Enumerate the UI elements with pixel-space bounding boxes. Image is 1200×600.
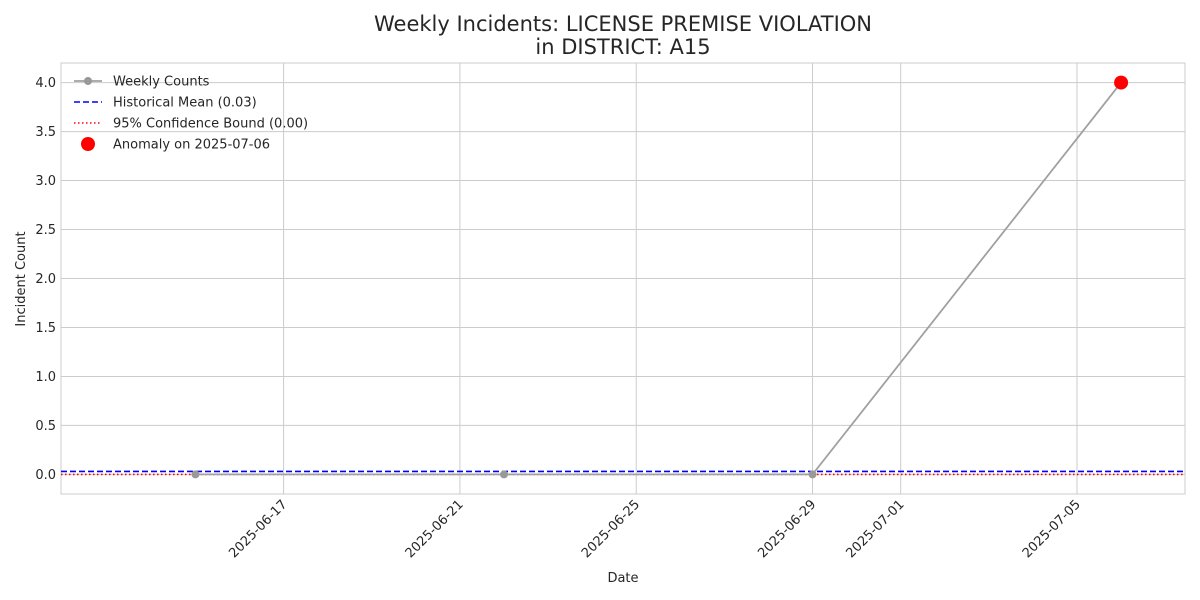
y-tick-label: 2.0 xyxy=(35,272,56,287)
legend-reference-label: Historical Mean (0.03) xyxy=(113,96,257,111)
plot-frame xyxy=(60,62,1186,495)
x-tick-label: 2025-07-01 xyxy=(843,497,907,561)
weekly-counts-point xyxy=(499,470,508,479)
y-axis-label: Incident Count xyxy=(14,231,29,326)
x-tick-label: 2025-07-05 xyxy=(1020,497,1084,561)
y-tick-label: 4.0 xyxy=(35,76,56,91)
x-tick-label: 2025-06-25 xyxy=(579,497,643,561)
y-tick-label: 3.5 xyxy=(35,125,56,140)
weekly-counts-line xyxy=(195,82,1122,476)
weekly-counts-point xyxy=(191,470,200,479)
x-tick-label: 2025-06-17 xyxy=(226,497,290,561)
legend-anomaly-marker xyxy=(81,137,95,151)
legend-weekly-counts-marker xyxy=(84,77,92,85)
y-tick-label: 0.0 xyxy=(35,468,56,483)
x-axis-ticks: 2025-06-17 2025-06-21 2025-06-25 2025-06-29… xyxy=(226,497,1083,561)
x-axis-label: Date xyxy=(607,571,638,586)
legend-anomaly-label: Anomaly on 2025-07-06 xyxy=(113,138,270,153)
weekly-counts-point xyxy=(808,470,817,479)
y-tick-label: 1.5 xyxy=(35,321,56,336)
y-tick-label: 1.0 xyxy=(35,370,56,385)
anomaly-marker xyxy=(1114,75,1129,90)
legend-reference-label: 95% Confidence Bound (0.00) xyxy=(113,117,308,132)
legend-weekly-counts-label: Weekly Counts xyxy=(113,75,210,90)
grid xyxy=(61,63,1185,494)
reference-lines xyxy=(61,470,1185,476)
y-tick-label: 2.5 xyxy=(35,223,56,238)
y-axis-ticks: 0.0 0.5 1.0 1.5 2.0 2.5 3.0 3.5 4.0 xyxy=(35,76,56,483)
chart-title-line2: in DISTRICT: A15 xyxy=(535,35,710,59)
x-tick-label: 2025-06-29 xyxy=(755,497,819,561)
legend: Weekly Counts Historical Mean (0.03) 95% C… xyxy=(74,75,308,153)
anomaly-layer xyxy=(1114,75,1129,90)
y-tick-label: 3.0 xyxy=(35,174,56,189)
x-tick-label: 2025-06-21 xyxy=(403,497,467,561)
y-tick-label: 0.5 xyxy=(35,419,56,434)
chart-title-line1: Weekly Incidents: LICENSE PREMISE VIOLAT… xyxy=(374,12,872,36)
